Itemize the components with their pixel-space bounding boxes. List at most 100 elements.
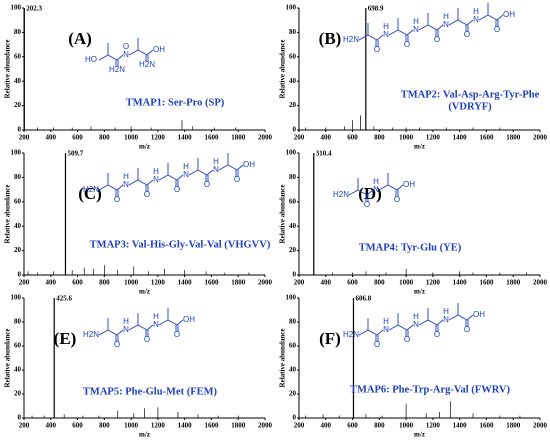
y-tick-label: 60 xyxy=(14,342,22,350)
atom-label: H2N xyxy=(343,35,359,44)
y-tick-label: 80 xyxy=(14,173,22,181)
bond xyxy=(176,319,184,326)
bond xyxy=(188,169,199,176)
x-tick-label: 1600 xyxy=(479,279,494,287)
peptide-title: TMAP4: Tyr-Glu (YE) xyxy=(359,242,462,253)
panel-label: (E) xyxy=(54,329,77,348)
peptide-title: TMAP6: Phe-Trp-Arg-Val (FWRV) xyxy=(350,384,511,395)
x-tick-label: 400 xyxy=(46,422,57,430)
atom-label: O xyxy=(394,195,400,204)
bond xyxy=(388,29,399,36)
panel-label: (F) xyxy=(319,329,341,348)
x-tick-label: 2000 xyxy=(533,279,548,287)
x-tick-label: 1600 xyxy=(479,134,494,142)
x-tick-label: 600 xyxy=(347,279,358,287)
atom-label: N xyxy=(383,325,389,334)
x-tick-label: 600 xyxy=(72,279,83,287)
atom-label: H xyxy=(213,157,219,166)
atom-label: H xyxy=(183,162,189,171)
atom-label: H xyxy=(383,317,389,326)
x-tick-label: 800 xyxy=(374,422,385,430)
atom-label: N xyxy=(383,30,389,39)
x-axis-label: m/z xyxy=(414,288,425,296)
x-tick-label: 1200 xyxy=(426,134,441,142)
atom-label: OH xyxy=(183,315,195,324)
y-tick-label: 0 xyxy=(18,414,22,422)
panel-label: (A) xyxy=(68,29,92,48)
x-tick-label: 1400 xyxy=(453,134,468,142)
atom-label: O xyxy=(174,330,180,339)
atom-label: OH xyxy=(403,180,415,189)
x-tick-label: 2000 xyxy=(533,134,548,142)
x-tick-label: 800 xyxy=(374,279,385,287)
bond xyxy=(487,14,498,21)
atom-label: H2N xyxy=(343,330,359,339)
bond xyxy=(406,324,414,331)
bond xyxy=(358,329,369,336)
x-tick-label: 1400 xyxy=(178,134,193,142)
y-axis-label: Relative abundance xyxy=(279,185,287,244)
bond xyxy=(98,329,109,336)
atom-label: H xyxy=(153,167,159,176)
x-tick-label: 200 xyxy=(19,279,30,287)
x-tick-label: 1800 xyxy=(506,134,521,142)
x-tick-label: 1200 xyxy=(151,134,166,142)
panel-label: (D) xyxy=(358,184,382,203)
x-tick-label: 2000 xyxy=(258,422,273,430)
y-tick-label: 100 xyxy=(11,4,22,12)
bond xyxy=(348,189,359,196)
bond xyxy=(98,184,109,191)
bond xyxy=(146,49,154,56)
bond xyxy=(158,174,169,181)
peak-label: 606.8 xyxy=(355,295,371,303)
bond xyxy=(116,54,124,61)
atom-label: H xyxy=(123,317,129,326)
x-tick-label: 200 xyxy=(294,279,305,287)
x-tick-label: 200 xyxy=(19,134,30,142)
atom-label: O xyxy=(123,42,129,51)
atom-label: OH xyxy=(503,10,515,19)
bond xyxy=(158,319,169,326)
y-tick-label: 20 xyxy=(289,101,297,109)
bond xyxy=(98,54,109,61)
x-tick-label: 1000 xyxy=(399,279,414,287)
y-axis-label: Relative abundance xyxy=(4,40,12,99)
atom-label: O xyxy=(204,180,210,189)
x-axis-label: m/z xyxy=(139,143,150,151)
bond xyxy=(436,24,444,31)
y-tick-label: 80 xyxy=(289,318,297,326)
y-tick-label: 100 xyxy=(286,4,297,12)
x-tick-label: 1000 xyxy=(124,422,139,430)
atom-label: N xyxy=(123,325,129,334)
x-tick-label: 400 xyxy=(46,134,57,142)
atom-label: O xyxy=(404,40,410,49)
x-tick-label: 1200 xyxy=(151,422,166,430)
y-tick-label: 20 xyxy=(14,101,22,109)
bond xyxy=(397,29,408,36)
bond xyxy=(206,169,214,176)
bond xyxy=(457,19,468,26)
bond xyxy=(366,189,374,196)
bond xyxy=(418,24,429,31)
atom-label: O xyxy=(374,340,380,349)
x-tick-label: 1400 xyxy=(178,422,193,430)
atom-label: N xyxy=(213,165,219,174)
y-tick-label: 0 xyxy=(293,271,297,279)
x-tick-label: 400 xyxy=(321,134,332,142)
atom-label: H xyxy=(443,12,449,21)
peptide-title: (VDRYF) xyxy=(448,101,492,112)
x-axis-label: m/z xyxy=(139,288,150,296)
bond xyxy=(167,174,178,181)
bond xyxy=(466,19,474,26)
panel-label: (C) xyxy=(78,184,102,203)
atom-label: N xyxy=(443,315,449,324)
atom-label: N xyxy=(443,20,449,29)
y-tick-label: 80 xyxy=(289,28,297,36)
atom-label: OH xyxy=(243,160,255,169)
y-tick-label: 40 xyxy=(14,222,22,230)
y-tick-label: 40 xyxy=(14,366,22,374)
x-tick-label: 800 xyxy=(99,134,110,142)
bond xyxy=(128,49,139,56)
bond xyxy=(128,324,139,331)
x-tick-label: 200 xyxy=(19,422,30,430)
